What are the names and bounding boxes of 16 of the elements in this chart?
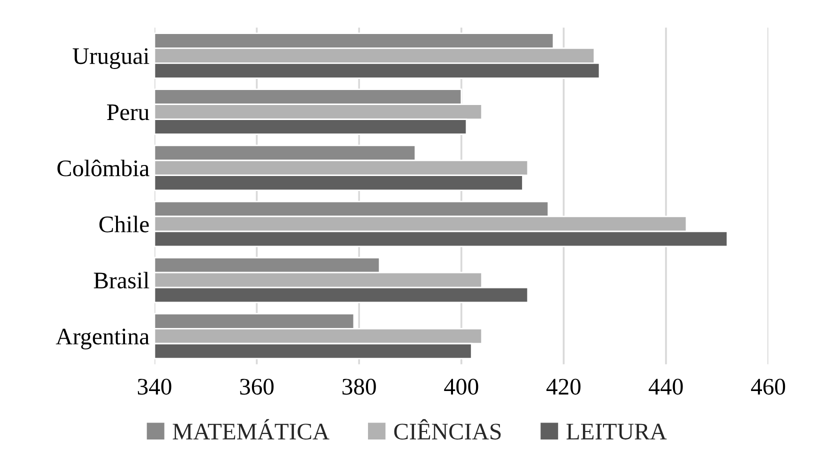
x-tick-label: 380 <box>342 378 376 395</box>
y-tick-label: Uruguai <box>72 48 150 69</box>
legend-label: MATEMÁTICA <box>172 419 330 440</box>
y-tick-label: Colômbia <box>57 160 150 176</box>
y-tick-label: Peru <box>107 104 150 120</box>
x-tick-label: 360 <box>240 378 274 395</box>
legend-label: CIÊNCIAS <box>394 419 501 440</box>
x-tick-label: 340 <box>138 378 172 395</box>
x-tick-label: 400 <box>444 378 478 395</box>
y-tick-label: Argentina <box>56 328 150 350</box>
x-tick-label: 420 <box>546 378 580 395</box>
y-tick-label: Brasil <box>94 272 150 288</box>
x-tick-label: 460 <box>751 378 786 395</box>
x-tick-label: 440 <box>648 378 683 395</box>
y-tick-label: Chile <box>99 216 149 232</box>
legend-label: LEITURA <box>566 424 667 440</box>
